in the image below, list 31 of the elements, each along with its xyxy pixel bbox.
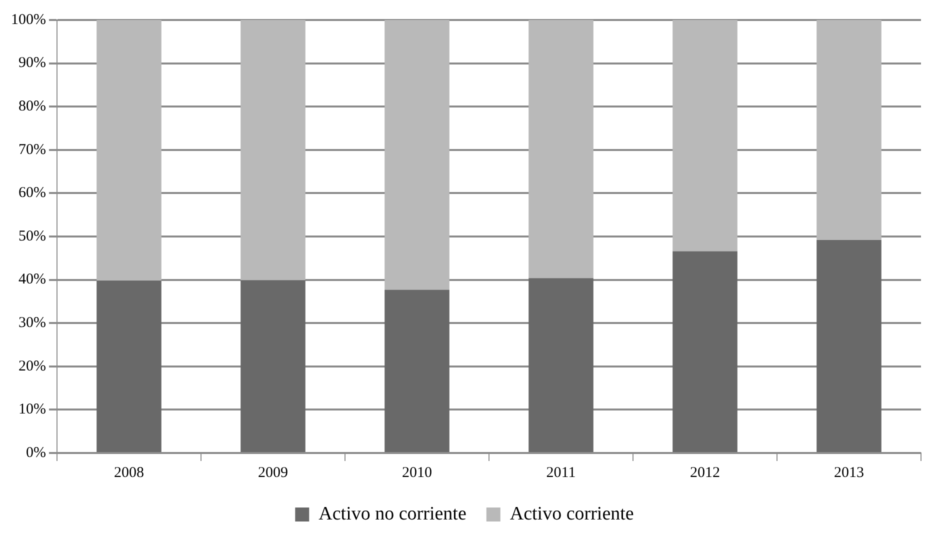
y-tick-label: 20% [18,358,46,374]
y-tick-label: 0% [26,444,46,461]
bar [384,290,450,452]
x-tick-label: 2012 [690,464,720,481]
bar [816,20,882,240]
bar [240,20,306,280]
y-tick-label: 40% [18,272,46,288]
y-tick-label: 100% [10,12,46,28]
bar [672,20,738,252]
y-tick-label: 60% [18,185,46,202]
x-tick-label: 2011 [546,464,576,481]
y-tick-label: 70% [18,142,46,158]
y-tick-label: 90% [18,55,46,72]
bar [96,20,162,281]
y-tick-label: 30% [18,315,46,332]
x-tick-label: 2010 [402,464,432,481]
y-tick-label: 50% [18,228,46,244]
x-tick-label: 2009 [258,464,288,481]
bar [528,278,594,452]
bar [384,20,450,290]
x-tick-label: 2013 [834,464,864,481]
x-tick-label: 2008 [114,464,144,481]
bar [240,280,306,452]
bar [816,240,882,452]
y-tick-label: 80% [18,98,46,115]
legend-label: Activo corriente [510,503,634,524]
bar [528,20,594,278]
legend-label: Activo no corriente [318,503,466,524]
bar [672,251,738,452]
y-tick-label: 10% [18,402,46,418]
bar [96,280,162,452]
